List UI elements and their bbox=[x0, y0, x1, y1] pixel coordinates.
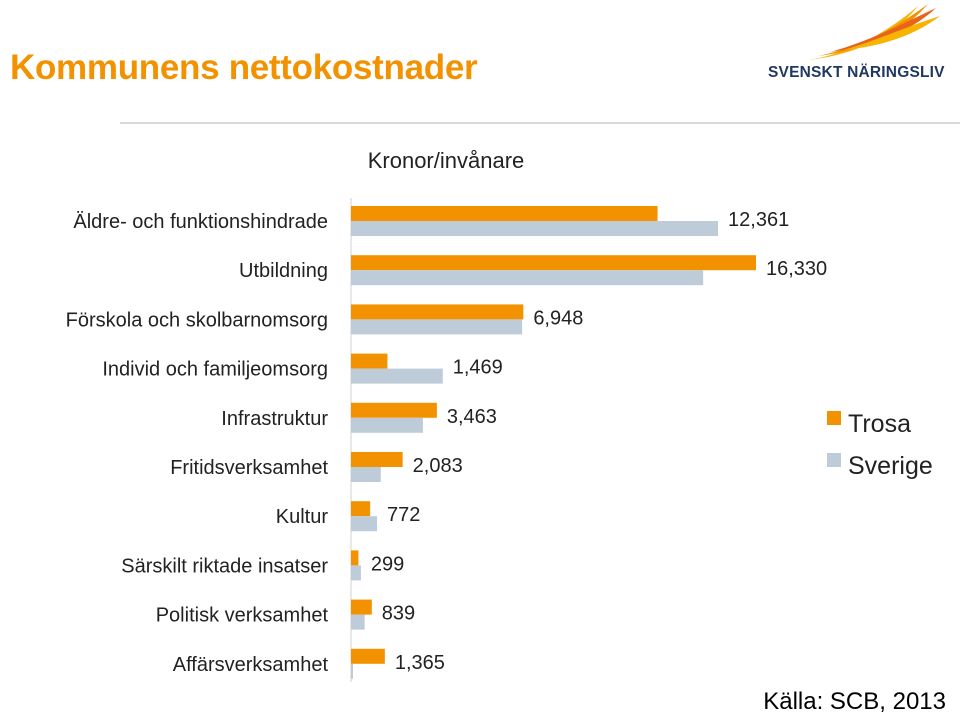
x-axis-title: Kronor/invånare bbox=[368, 148, 525, 173]
bar-sverige bbox=[351, 516, 378, 532]
legend-swatch-trosa bbox=[827, 411, 841, 425]
bar-trosa bbox=[351, 599, 372, 615]
bar-trosa bbox=[351, 206, 658, 221]
category-label: Infrastruktur bbox=[221, 408, 328, 430]
bar-sverige bbox=[351, 270, 704, 286]
legend-swatch-sverige bbox=[827, 453, 841, 467]
bar-trosa bbox=[351, 402, 437, 418]
svenskt-naringsliv-logo bbox=[808, 4, 940, 60]
page-title: Kommunens nettokostnader bbox=[10, 48, 478, 87]
data-label-trosa: 772 bbox=[387, 504, 420, 526]
data-label-trosa: 6,948 bbox=[533, 307, 583, 329]
bar-sverige bbox=[351, 467, 381, 482]
category-label: Utbildning bbox=[239, 260, 328, 282]
bar-trosa bbox=[351, 255, 756, 271]
bar-sverige bbox=[351, 221, 719, 236]
data-label-trosa: 12,361 bbox=[728, 209, 789, 231]
data-label-trosa: 2,083 bbox=[413, 455, 463, 477]
category-label: Kultur bbox=[276, 506, 329, 528]
header-divider bbox=[120, 122, 960, 124]
bar-trosa bbox=[351, 501, 371, 517]
data-label-trosa: 839 bbox=[382, 603, 415, 625]
bar-trosa bbox=[351, 550, 359, 566]
category-label: Affärsverksamhet bbox=[173, 654, 329, 676]
category-label: Äldre- och funktionshindrade bbox=[73, 211, 328, 233]
legend-label-trosa: Trosa bbox=[848, 410, 911, 438]
data-label-trosa: 16,330 bbox=[766, 258, 827, 280]
bar-sverige bbox=[351, 319, 523, 335]
bar-trosa bbox=[351, 353, 388, 369]
category-label: Särskilt riktade insatser bbox=[121, 555, 328, 577]
legend-label-sverige: Sverige bbox=[848, 452, 933, 480]
category-label: Individ och familjeomsorg bbox=[102, 359, 328, 381]
data-label-trosa: 1,469 bbox=[453, 357, 503, 379]
bar-sverige bbox=[351, 565, 361, 581]
bar-trosa bbox=[351, 648, 385, 664]
category-label: Förskola och skolbarnomsorg bbox=[66, 309, 328, 331]
data-label-trosa: 1,365 bbox=[395, 652, 445, 674]
category-label: Politisk verksamhet bbox=[156, 605, 329, 627]
data-label-trosa: 299 bbox=[371, 553, 404, 575]
logo-text: SVENSKT NÄRINGSLIV bbox=[768, 64, 945, 81]
bar-sverige bbox=[351, 368, 443, 384]
bar-trosa bbox=[351, 304, 524, 320]
data-label-trosa: 3,463 bbox=[447, 406, 497, 428]
bar-sverige bbox=[351, 417, 423, 433]
category-label: Fritidsverksamhet bbox=[170, 457, 328, 479]
bar-sverige bbox=[351, 663, 353, 679]
source-note: Källa: SCB, 2013 bbox=[763, 688, 946, 715]
bar-trosa bbox=[351, 452, 403, 467]
bar-sverige bbox=[351, 614, 365, 630]
